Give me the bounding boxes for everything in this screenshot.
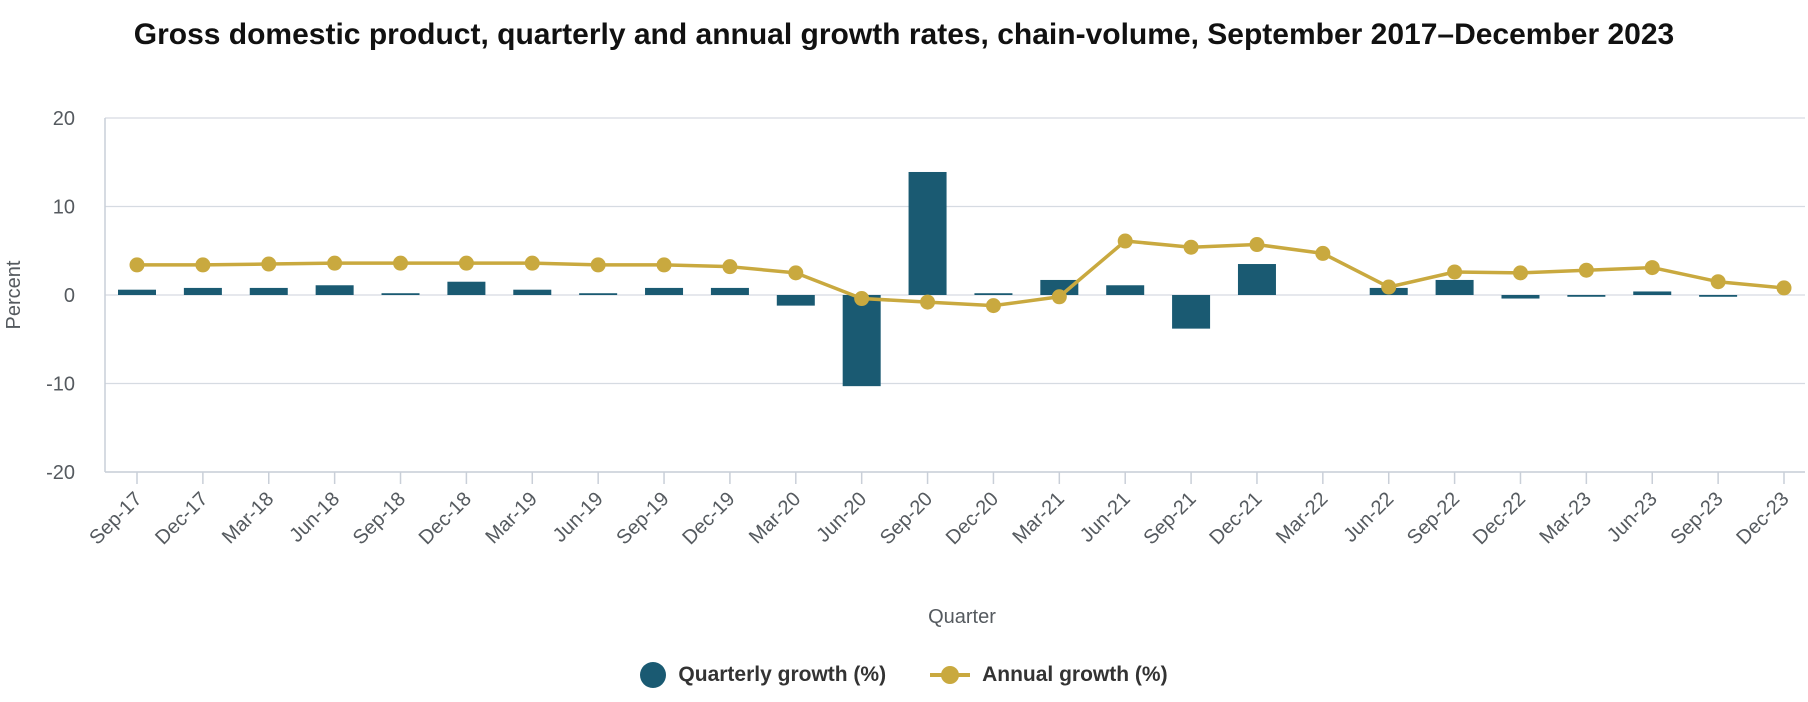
x-tick-label: Dec-20 — [942, 488, 1003, 549]
x-tick-label: Dec-19 — [678, 488, 739, 549]
legend-item-annual[interactable]: Annual growth (%) — [930, 662, 1168, 688]
x-tick-label: Mar-19 — [481, 488, 541, 548]
bar-quarterly-Dec-20[interactable] — [974, 293, 1013, 295]
point-annual-Dec-21[interactable] — [1249, 237, 1265, 253]
bar-quarterly-Mar-21[interactable] — [1040, 279, 1079, 295]
gridlines — [105, 117, 1805, 473]
bar-quarterly-Dec-18[interactable] — [447, 281, 486, 295]
x-tick-label: Sep-17 — [85, 488, 146, 549]
x-tick-label: Jun-18 — [285, 488, 344, 547]
point-annual-Dec-18[interactable] — [458, 255, 474, 271]
x-tick-label: Jun-19 — [549, 488, 608, 547]
point-annual-Jun-22[interactable] — [1381, 279, 1397, 295]
x-tick-label: Sep-18 — [349, 488, 410, 549]
bar-quarterly-Dec-21[interactable] — [1237, 264, 1276, 295]
x-tick-label: Mar-22 — [1272, 488, 1332, 548]
x-tick-label: Sep-21 — [1139, 488, 1200, 549]
point-annual-Sep-17[interactable] — [129, 257, 145, 273]
bar-quarterly-Mar-20[interactable] — [776, 295, 815, 306]
legend: Quarterly growth (%) Annual growth (%) — [0, 662, 1808, 688]
point-annual-Mar-22[interactable] — [1315, 245, 1331, 261]
bar-quarterly-Sep-17[interactable] — [118, 289, 156, 295]
y-tick-label: -10 — [46, 374, 75, 396]
bar-quarterly-Jun-21[interactable] — [1106, 285, 1145, 295]
point-annual-Sep-21[interactable] — [1183, 239, 1199, 255]
y-tick-label: 0 — [64, 285, 75, 307]
x-tick-label: Sep-19 — [612, 488, 673, 549]
point-annual-Sep-22[interactable] — [1447, 264, 1463, 280]
point-annual-Sep-23[interactable] — [1710, 274, 1726, 290]
x-axis-title: Quarter — [928, 606, 996, 628]
x-tick-label: Sep-20 — [876, 488, 937, 549]
y-tick-label: -20 — [46, 462, 75, 484]
bar-quarterly-Jun-23[interactable] — [1633, 291, 1672, 295]
x-tick-label: Sep-22 — [1403, 488, 1464, 549]
point-annual-Mar-23[interactable] — [1578, 262, 1594, 278]
bar-quarterly-Sep-18[interactable] — [381, 293, 420, 295]
point-annual-Jun-20[interactable] — [854, 291, 870, 307]
x-tick-label: Jun-20 — [812, 488, 871, 547]
point-annual-Mar-20[interactable] — [788, 265, 804, 281]
x-tick-label: Jun-22 — [1339, 488, 1398, 547]
x-tick-label: Mar-18 — [218, 488, 278, 548]
x-tick-label: Dec-18 — [415, 488, 476, 549]
point-annual-Dec-20[interactable] — [985, 298, 1001, 314]
line-annual — [137, 239, 1785, 308]
bar-quarterly-Jun-20[interactable] — [842, 295, 881, 387]
x-tick-label: Mar-21 — [1008, 488, 1068, 548]
bar-quarterly-Mar-19[interactable] — [513, 289, 552, 295]
x-tick-label: Dec-23 — [1732, 488, 1793, 549]
x-tick-label: Dec-17 — [151, 488, 212, 549]
line-series — [129, 233, 1792, 314]
bar-quarterly-Sep-19[interactable] — [645, 287, 684, 295]
point-annual-Mar-21[interactable] — [1051, 289, 1067, 305]
y-tick-label: 10 — [53, 197, 75, 219]
x-tick-label: Dec-21 — [1205, 488, 1266, 549]
point-annual-Jun-19[interactable] — [590, 257, 606, 273]
point-annual-Jun-23[interactable] — [1644, 260, 1660, 276]
bar-quarterly-Dec-17[interactable] — [183, 287, 222, 295]
point-annual-Mar-19[interactable] — [524, 255, 540, 271]
point-annual-Dec-19[interactable] — [722, 259, 738, 275]
bar-quarterly-Sep-23[interactable] — [1699, 295, 1738, 297]
y-axis-title: Percent — [3, 260, 25, 329]
bar-quarterly-Jun-18[interactable] — [315, 285, 354, 295]
point-annual-Dec-22[interactable] — [1512, 265, 1528, 281]
point-annual-Sep-19[interactable] — [656, 257, 672, 273]
bar-series — [118, 171, 1738, 387]
point-annual-Dec-23[interactable] — [1776, 280, 1792, 296]
x-tick-label: Jun-23 — [1603, 488, 1662, 547]
point-annual-Jun-21[interactable] — [1117, 233, 1133, 249]
point-annual-Sep-18[interactable] — [393, 255, 409, 271]
bar-quarterly-Sep-22[interactable] — [1435, 279, 1474, 295]
point-annual-Sep-20[interactable] — [920, 294, 936, 310]
bar-quarterly-Mar-18[interactable] — [249, 287, 288, 295]
bar-quarterly-Sep-21[interactable] — [1172, 295, 1211, 329]
legend-marker-annual — [930, 662, 971, 688]
point-annual-Jun-18[interactable] — [327, 255, 343, 271]
bar-quarterly-Dec-22[interactable] — [1501, 295, 1540, 299]
y-tick-label: 20 — [53, 108, 75, 130]
x-tick-label: Sep-23 — [1666, 488, 1727, 549]
x-tick-label: Mar-23 — [1536, 488, 1596, 548]
chart-title: Gross domestic product, quarterly and an… — [133, 18, 1675, 51]
x-tick-label: Dec-22 — [1469, 488, 1530, 549]
x-tick-label: Mar-20 — [745, 488, 805, 548]
legend-label-annual: Annual growth (%) — [982, 663, 1168, 686]
bar-quarterly-Mar-23[interactable] — [1567, 295, 1606, 297]
point-annual-Dec-17[interactable] — [195, 257, 211, 273]
x-tick-label: Jun-21 — [1076, 488, 1135, 547]
bar-quarterly-Sep-20[interactable] — [908, 171, 947, 295]
bar-quarterly-Jun-19[interactable] — [579, 293, 618, 295]
bar-quarterly-Dec-19[interactable] — [710, 287, 749, 295]
legend-marker-quarterly — [640, 662, 667, 688]
legend-label-quarterly: Quarterly growth (%) — [678, 663, 887, 686]
legend-item-quarterly[interactable]: Quarterly growth (%) — [640, 662, 886, 688]
point-annual-Mar-18[interactable] — [261, 256, 277, 272]
